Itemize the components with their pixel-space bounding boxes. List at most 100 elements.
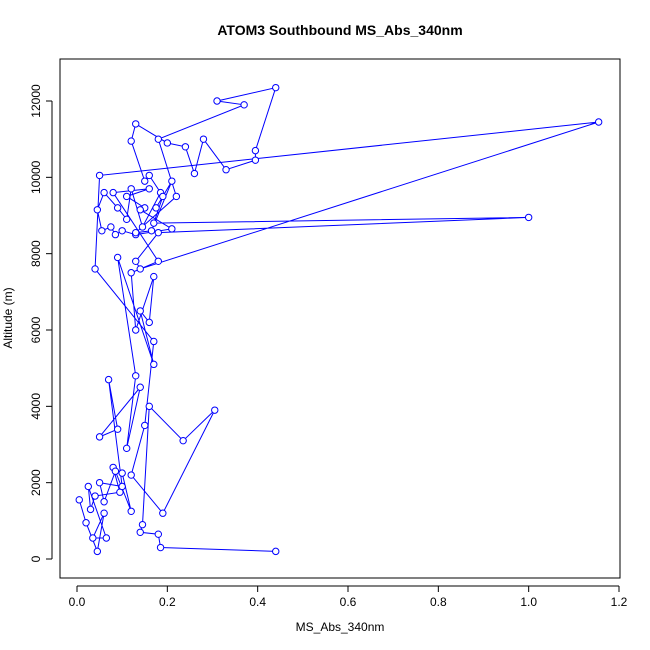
data-point bbox=[132, 228, 140, 237]
y-axis-label: Altitude (m) bbox=[1, 287, 15, 348]
data-point bbox=[251, 156, 260, 164]
data-point bbox=[136, 383, 144, 391]
data-point bbox=[150, 219, 158, 227]
data-point bbox=[118, 227, 126, 235]
y-axis: 0 2000 4000 6000 8000 10000 12000 bbox=[29, 84, 53, 562]
data-point bbox=[136, 265, 144, 273]
data-point bbox=[111, 467, 120, 475]
data-point bbox=[95, 433, 104, 441]
data-point bbox=[150, 337, 158, 346]
series-line bbox=[78, 86, 599, 554]
data-point bbox=[75, 496, 83, 504]
data-point bbox=[127, 269, 135, 277]
data-point bbox=[118, 469, 126, 477]
x-tick-label: 1.0 bbox=[520, 595, 537, 609]
data-point bbox=[190, 169, 199, 178]
data-point bbox=[136, 307, 144, 315]
data-point bbox=[145, 318, 153, 327]
data-point bbox=[113, 253, 122, 262]
data-point bbox=[181, 143, 190, 151]
data-point bbox=[150, 272, 158, 281]
data-point bbox=[154, 228, 163, 237]
y-tick-label: 8000 bbox=[29, 240, 43, 267]
y-tick-label: 4000 bbox=[29, 393, 43, 420]
data-point bbox=[100, 509, 108, 517]
data-point bbox=[179, 436, 187, 445]
x-tick-label: 1.2 bbox=[611, 595, 628, 609]
data-point bbox=[272, 83, 280, 92]
data-point bbox=[159, 509, 167, 517]
data-point bbox=[147, 227, 156, 235]
x-tick-label: 0.6 bbox=[340, 595, 357, 609]
data-point bbox=[95, 478, 104, 487]
data-point bbox=[168, 177, 176, 185]
data-point bbox=[89, 534, 97, 542]
y-tick-label: 12000 bbox=[29, 84, 43, 118]
data-point bbox=[132, 257, 140, 265]
data-point bbox=[122, 215, 131, 224]
chart-title: ATOM3 Southbound MS_Abs_340nm bbox=[217, 22, 462, 38]
data-point bbox=[211, 406, 219, 414]
data-point bbox=[159, 192, 167, 201]
data-point bbox=[91, 492, 99, 500]
y-tick-label: 6000 bbox=[29, 316, 43, 343]
data-point bbox=[138, 223, 147, 231]
data-point bbox=[82, 519, 90, 527]
data-point bbox=[152, 204, 160, 212]
data-point bbox=[154, 530, 163, 538]
y-tick-label: 0 bbox=[29, 555, 43, 562]
data-point bbox=[222, 166, 230, 174]
data-point bbox=[132, 372, 140, 380]
x-tick-label: 0.4 bbox=[249, 595, 266, 609]
data-point bbox=[524, 213, 533, 222]
data-point bbox=[86, 505, 95, 514]
data-point bbox=[132, 120, 140, 128]
data-point bbox=[272, 547, 280, 556]
data-point bbox=[113, 204, 122, 212]
data-point bbox=[93, 547, 102, 556]
y-tick-label: 10000 bbox=[29, 160, 43, 194]
x-axis: 0.0 0.2 0.4 0.6 0.8 1.0 1.2 bbox=[69, 585, 628, 609]
data-point bbox=[141, 421, 149, 430]
x-axis-label: MS_Abs_340nm bbox=[296, 620, 385, 634]
data-point bbox=[127, 471, 135, 479]
data-point bbox=[127, 137, 135, 145]
data-point bbox=[213, 97, 221, 105]
data-point bbox=[145, 185, 153, 193]
x-tick-label: 0.2 bbox=[159, 595, 176, 609]
data-point bbox=[109, 188, 117, 197]
data-point bbox=[107, 223, 115, 231]
data-point bbox=[102, 534, 111, 542]
data-point bbox=[240, 101, 248, 109]
data-point bbox=[154, 257, 163, 265]
y-tick-label: 2000 bbox=[29, 469, 43, 496]
plot-series bbox=[75, 83, 603, 556]
data-point bbox=[84, 482, 92, 491]
data-point bbox=[172, 192, 181, 201]
data-point bbox=[127, 185, 135, 193]
data-point bbox=[104, 375, 113, 384]
data-point bbox=[113, 425, 122, 433]
data-point bbox=[136, 206, 144, 214]
data-point bbox=[93, 206, 102, 214]
data-point bbox=[111, 230, 120, 239]
x-tick-label: 0.8 bbox=[430, 595, 447, 609]
data-point bbox=[150, 360, 158, 369]
data-point bbox=[163, 139, 172, 147]
data-point bbox=[168, 225, 176, 233]
data-point bbox=[251, 146, 260, 155]
data-point bbox=[122, 192, 131, 201]
data-point bbox=[100, 188, 108, 197]
data-point bbox=[95, 171, 104, 180]
data-point bbox=[122, 444, 131, 453]
data-point bbox=[594, 118, 603, 126]
data-point bbox=[100, 498, 108, 506]
data-point bbox=[127, 507, 135, 515]
data-point bbox=[154, 135, 163, 143]
data-point bbox=[156, 543, 165, 552]
data-point bbox=[136, 528, 144, 536]
data-point bbox=[132, 326, 140, 334]
data-point bbox=[91, 265, 99, 273]
plot-frame bbox=[59, 58, 621, 579]
